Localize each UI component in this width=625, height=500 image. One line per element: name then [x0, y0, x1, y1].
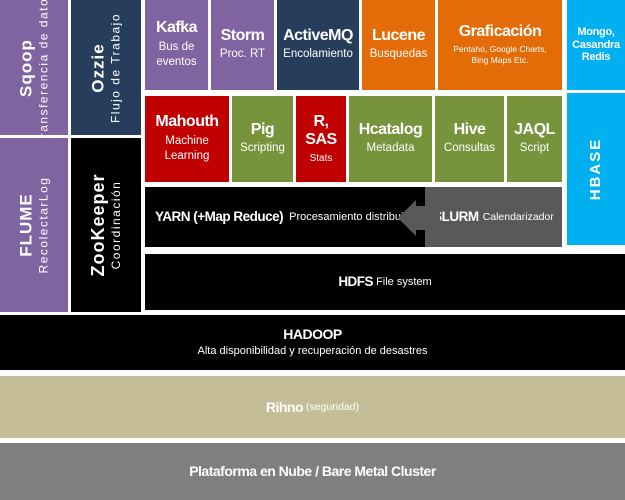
graficacion-block: Graficación Pentaho, Google Charts, Bing… [438, 0, 562, 90]
activemq-block: ActiveMQ Encolamiento [277, 0, 359, 90]
hbase-title: HBASE [586, 137, 604, 201]
flume-title: FLUME [16, 193, 36, 257]
yarn-subtitle: Procesamiento distribuido [289, 210, 416, 223]
hdfs-subtitle: File system [376, 275, 432, 288]
flume-subtitle: RecolectarLog [36, 176, 51, 274]
slurm-title: SLURM [433, 209, 479, 225]
kafka-block: Kafka Bus de eventos [145, 0, 208, 90]
hadoop-block: HADOOP Alta disponibilidad y recuperació… [0, 315, 625, 370]
hadoop-subtitle: Alta disponibilidad y recuperación de de… [197, 345, 428, 358]
rhino-block: Rihno (seguridad) [0, 376, 625, 438]
yarn-title: YARN (+Map Reduce) [155, 209, 284, 225]
activemq-subtitle: Encolamiento [283, 48, 353, 61]
slurm-arrow-icon [398, 200, 440, 236]
pig-title: Pig [250, 121, 275, 139]
graficacion-title: Graficación [458, 23, 542, 41]
slurm-block: SLURM Calendarizador [425, 187, 562, 247]
zookeeper-title: ZooKeeper [87, 173, 108, 277]
yarn-block: YARN (+Map Reduce) Procesamiento distrib… [145, 187, 425, 247]
ozzie-block: Ozzie Flujo de Trabajo [71, 0, 141, 135]
lucene-block: Lucene Busquedas [362, 0, 435, 90]
rsas-block: R, SAS Stats [296, 96, 346, 182]
hcatalog-title: Hcatalog [358, 121, 423, 139]
kafka-title: Kafka [155, 19, 198, 37]
zookeeper-subtitle: Coordinación [108, 180, 123, 270]
sqoop-subtitle: Transferencia de datos [36, 0, 51, 135]
hive-title: Hive [453, 121, 486, 139]
flume-block: FLUME RecolectarLog [0, 138, 68, 312]
rhino-title: Rihno [265, 398, 304, 415]
pig-block: Pig Scripting [232, 96, 293, 182]
jaql-subtitle: Script [519, 142, 550, 155]
zookeeper-block: ZooKeeper Coordinación [71, 138, 141, 312]
mahout-subtitle-2: Learning [164, 150, 210, 163]
hive-block: Hive Consultas [435, 96, 504, 182]
hadoop-title: HADOOP [283, 326, 342, 343]
jaql-block: JAQL Script [507, 96, 562, 182]
hcatalog-subtitle: Metadata [366, 142, 415, 155]
activemq-title: ActiveMQ [283, 27, 353, 45]
mahout-block: Mahouth Machine Learning [145, 96, 229, 182]
mahout-subtitle-1: Machine [165, 134, 209, 147]
pig-subtitle: Scripting [240, 142, 285, 155]
platform-block: Plataforma en Nube / Bare Metal Cluster [0, 443, 625, 500]
storm-subtitle: Proc. RT [219, 48, 266, 61]
rsas-title-1: R, [313, 112, 330, 130]
lucene-subtitle: Busquedas [369, 48, 428, 61]
slurm-subtitle: Calendarizador [482, 210, 554, 223]
hdfs-block: HDFS File system [145, 254, 625, 310]
mongo-block: Mongo, Casandra Redis [567, 0, 625, 90]
graficacion-subtitle: Pentaho, Google Charts, Bing Maps Etc. [453, 43, 547, 66]
mongo-title: Mongo, Casandra Redis [572, 26, 620, 64]
storm-block: Storm Proc. RT [211, 0, 274, 90]
ozzie-title: Ozzie [88, 42, 108, 93]
kafka-subtitle: Bus de eventos [156, 40, 197, 69]
hcatalog-block: Hcatalog Metadata [349, 96, 432, 182]
storm-title: Storm [220, 27, 265, 45]
mahout-title: Mahouth [155, 113, 219, 131]
rsas-subtitle: Stats [309, 152, 333, 164]
lucene-title: Lucene [371, 27, 426, 45]
sqoop-title: Sqoop [16, 38, 36, 97]
platform-title: Plataforma en Nube / Bare Metal Cluster [189, 463, 436, 480]
rhino-subtitle: (seguridad) [306, 400, 360, 413]
hdfs-title: HDFS [338, 274, 374, 290]
jaql-title: JAQL [514, 121, 555, 139]
sqoop-block: Sqoop Transferencia de datos [0, 0, 68, 135]
ozzie-subtitle: Flujo de Trabajo [108, 12, 123, 123]
hbase-block: HBASE [567, 93, 625, 245]
rsas-title-2: SAS [305, 131, 337, 149]
hive-subtitle: Consultas [443, 142, 496, 155]
